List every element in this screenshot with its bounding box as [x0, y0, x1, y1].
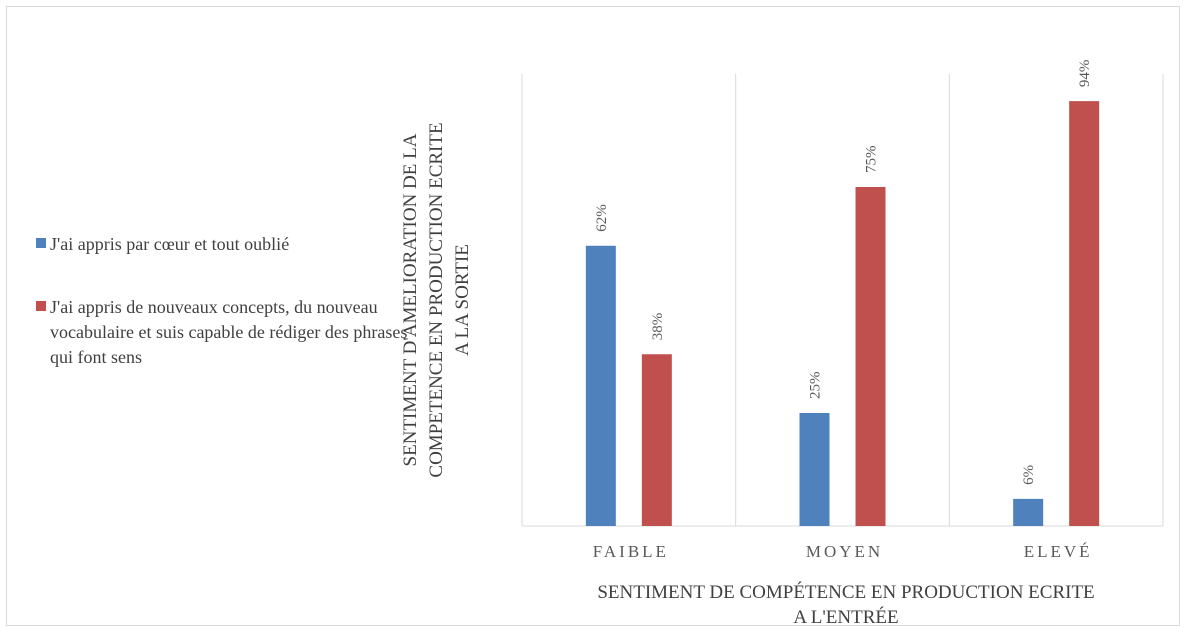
category-tick-label: FAIBLE: [593, 542, 669, 561]
data-label-series-2: 75%: [864, 146, 880, 174]
legend-label-series-2: J'ai appris de nouveaux concepts, du nou…: [50, 297, 408, 367]
legend-swatch-series-2: [36, 301, 46, 311]
y-axis-title-line-1: SENTIMENT D'AMELIORATION DE LA: [400, 133, 421, 466]
bar-series-1: [585, 245, 616, 526]
bar-series-2: [1069, 101, 1100, 527]
bar-series-1: [799, 413, 830, 526]
x-axis-title-line-2: A L'ENTRÉE: [793, 606, 898, 628]
y-axis-title-line-3: A LA SORTIE: [452, 244, 473, 356]
category-tick-label: ELEVÉ: [1024, 542, 1093, 561]
data-labels: 62% 38% 25% 75% 6% 94%: [594, 60, 1093, 485]
legend-swatch-series-1: [36, 238, 46, 248]
bar-series-2: [855, 187, 886, 526]
bar-series-1: [1013, 498, 1044, 526]
legend-item-series-2: J'ai appris de nouveaux concepts, du nou…: [36, 295, 416, 370]
legend-label-series-1: J'ai appris par cœur et tout oublié: [50, 234, 290, 254]
data-label-series-1: 6%: [1021, 465, 1037, 485]
category-tick-label: MOYEN: [806, 542, 883, 561]
legend-item-series-1: J'ai appris par cœur et tout oublié: [36, 232, 416, 257]
data-label-series-2: 38%: [650, 313, 666, 341]
legend: J'ai appris par cœur et tout oublié J'ai…: [36, 232, 416, 408]
bars: [585, 101, 1100, 527]
data-label-series-1: 62%: [594, 204, 610, 232]
x-axis-title-line-1: SENTIMENT DE COMPÉTENCE EN PRODUCTION EC…: [597, 581, 1094, 603]
bar-series-2: [641, 354, 672, 526]
y-axis-title-line-2: COMPETENCE EN PRODUCTION ECRITE: [426, 122, 447, 477]
data-label-series-2: 94%: [1077, 60, 1093, 88]
grid-lines: [521, 74, 1164, 527]
data-label-series-1: 25%: [808, 372, 824, 400]
category-tick-labels: FAIBLE MOYEN ELEVÉ: [593, 542, 1093, 561]
